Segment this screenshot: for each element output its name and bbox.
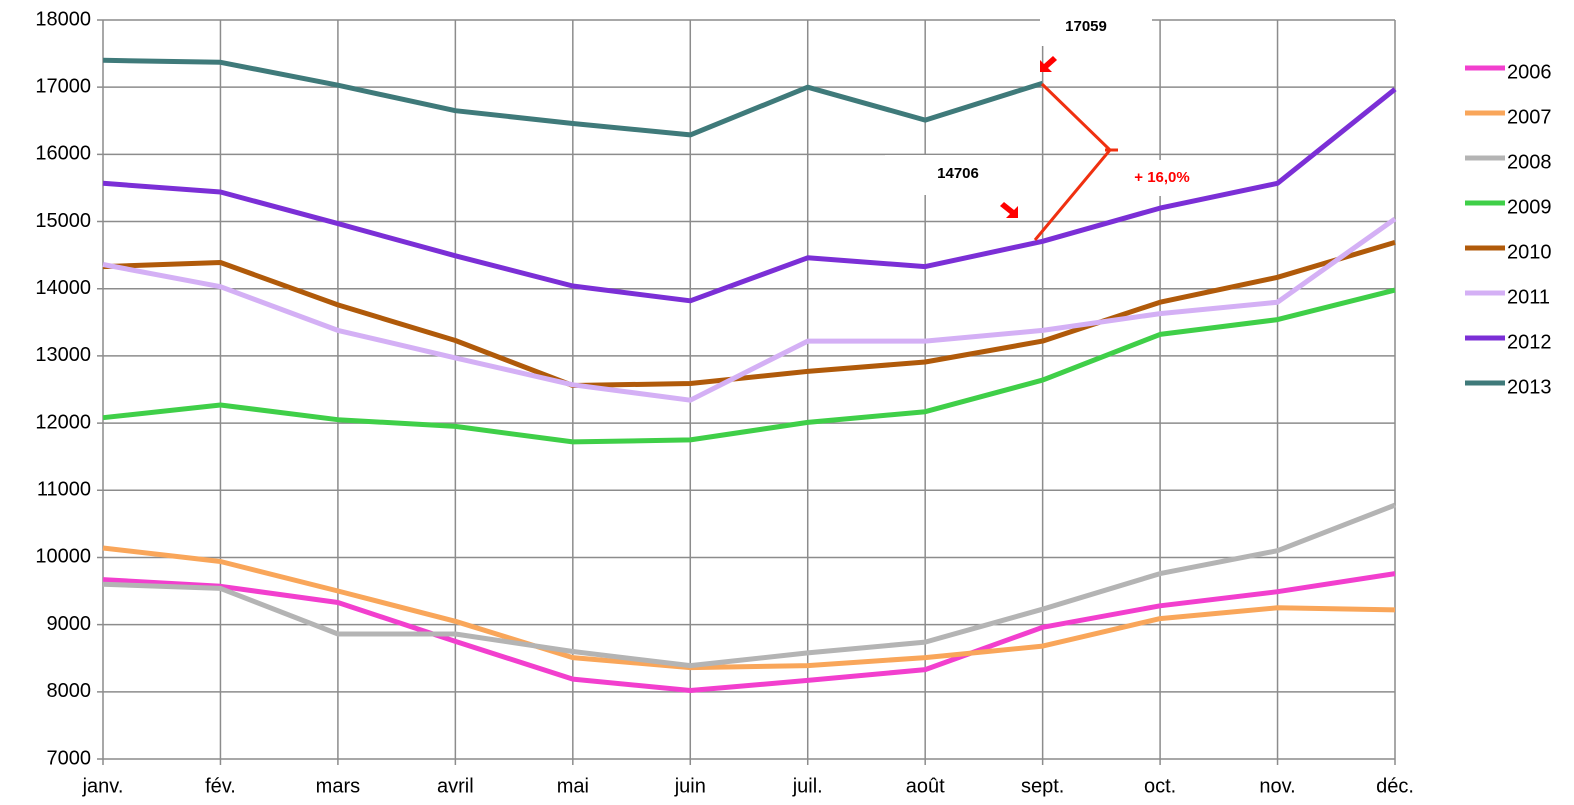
series-line — [102, 240, 1396, 388]
x-tick-label: avril — [437, 775, 474, 797]
annotation: + 16,0% — [1134, 169, 1189, 186]
series-line — [102, 57, 1044, 138]
x-tick-label: mars — [316, 775, 360, 797]
arrow — [1040, 56, 1057, 72]
annotation-box — [1112, 160, 1198, 196]
series-line — [102, 287, 1396, 445]
x-tick-label: déc. — [1376, 775, 1414, 797]
x-tick-label: juil. — [792, 775, 823, 797]
x-tick-label: fév. — [205, 775, 236, 797]
series-line — [102, 502, 1396, 669]
x-tick-label: sept. — [1021, 775, 1064, 797]
x-tick-label: mai — [557, 775, 589, 797]
y-tick-label: 15000 — [35, 210, 91, 232]
x-tick-label: juin — [674, 775, 706, 797]
legend-label: 2010 — [1507, 241, 1552, 263]
y-tick-label: 17000 — [35, 75, 91, 97]
legend-label: 2009 — [1507, 196, 1552, 218]
y-tick-label: 16000 — [35, 143, 91, 165]
bracket — [1033, 82, 1113, 241]
annotation-box — [885, 155, 1000, 195]
lines — [102, 57, 1397, 693]
x-tick-label: oct. — [1144, 775, 1176, 797]
legend-label: 2011 — [1507, 286, 1550, 308]
y-tick-label: 9000 — [47, 613, 92, 635]
y-tick-label: 12000 — [35, 411, 91, 433]
y-tick-label: 10000 — [35, 546, 91, 568]
legend-label: 2007 — [1507, 106, 1552, 128]
y-tick-label: 13000 — [35, 344, 91, 366]
y-tick-label: 18000 — [35, 8, 91, 30]
grid: 7000 8000 9000 10000 11000 12000 13000 14000 150… — [35, 8, 1414, 797]
y-tick-label: 14000 — [35, 277, 91, 299]
legend-label: 2013 — [1507, 376, 1552, 398]
legend-label: 2006 — [1507, 61, 1552, 83]
legend-label: 2008 — [1507, 151, 1552, 173]
x-tick-label: nov. — [1259, 775, 1295, 797]
legend: 2006 2007 2008 2009 2010 2011 2012 2013 — [1465, 61, 1552, 398]
y-tick-label: 7000 — [47, 747, 92, 769]
x-tick-label: janv. — [82, 775, 124, 797]
y-tick-label: 11000 — [37, 479, 91, 501]
series-line — [102, 545, 1396, 671]
series-line — [102, 87, 1397, 304]
annotation: 17059 — [1065, 18, 1107, 35]
annotation-layer: 17059 14706 + 16,0% — [885, 12, 1198, 241]
annotation-box — [1040, 12, 1152, 46]
series-line — [102, 216, 1397, 403]
annotation: 14706 — [937, 165, 979, 182]
y-tick-label: 8000 — [47, 680, 92, 702]
legend-label: 2012 — [1507, 331, 1552, 353]
x-tick-label: août — [906, 775, 945, 797]
series-line — [102, 571, 1396, 693]
arrow — [1000, 202, 1018, 218]
